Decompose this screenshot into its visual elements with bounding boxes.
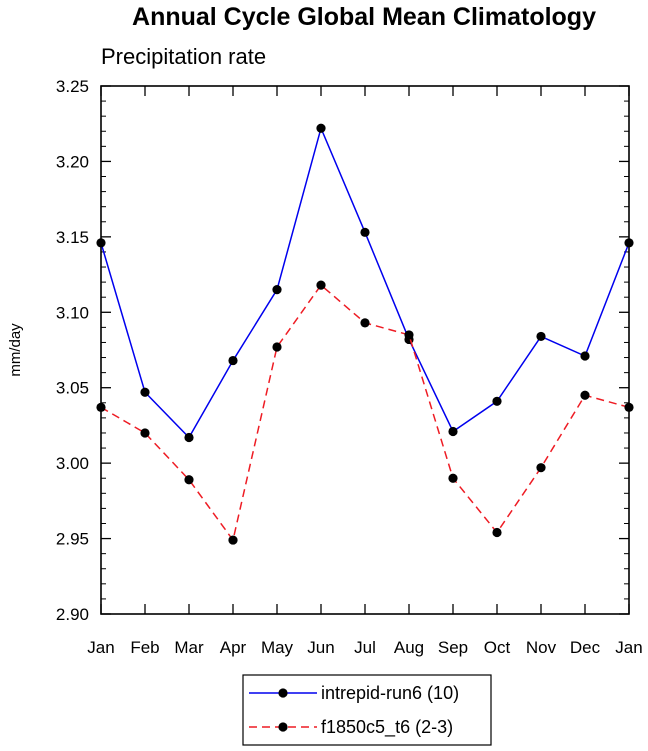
y-tick-label: 3.05 (56, 379, 89, 398)
series-2 (96, 280, 634, 545)
legend: intrepid-run6 (10) f1850c5_t6 (2-3) (242, 674, 492, 746)
data-point (448, 426, 458, 437)
x-tick-label: Apr (220, 638, 247, 657)
y-tick-label: 3.25 (56, 77, 89, 96)
data-point (184, 475, 194, 485)
x-tick-label: Feb (130, 638, 159, 657)
y-tick-label: 2.90 (56, 605, 89, 624)
data-point (140, 387, 150, 397)
data-point (272, 342, 282, 352)
x-tick-label: Jan (87, 638, 114, 657)
x-tick-label: Dec (570, 638, 601, 657)
x-tick-label: Aug (394, 638, 424, 657)
data-point (580, 351, 590, 361)
y-tick-label: 2.95 (56, 530, 89, 549)
x-tick-label: Jun (307, 638, 334, 657)
legend-label: intrepid-run6 (10) (321, 683, 459, 703)
chart-subtitle: Precipitation rate (101, 44, 266, 69)
plot-area (100, 85, 630, 615)
data-point (624, 402, 634, 412)
legend-marker (278, 688, 288, 698)
data-point (580, 390, 590, 400)
y-tick-label: 3.00 (56, 454, 89, 473)
legend-marker (278, 722, 288, 732)
x-tick-label: May (261, 638, 294, 657)
x-tick-label: Sep (438, 638, 468, 657)
data-point (492, 527, 502, 538)
data-point (140, 428, 150, 438)
data-point (228, 355, 238, 366)
axis-ticks: 2.90 2.95 3.00 3.05 3.10 3.15 3.20 3.25 Jan Feb Ma… (56, 77, 643, 657)
y-tick-label: 3.20 (56, 152, 89, 171)
data-point (96, 402, 106, 412)
chart-title: Annual Cycle Global Mean Climatology (132, 3, 596, 31)
y-axis-label: mm/day (7, 323, 24, 377)
data-point (404, 330, 414, 340)
legend-label: f1850c5_t6 (2-3) (321, 717, 453, 738)
data-point (536, 331, 546, 342)
data-point (448, 473, 458, 483)
data-point (96, 238, 106, 248)
series-1 (96, 123, 634, 443)
data-point (272, 285, 282, 295)
x-tick-label: Oct (484, 638, 511, 657)
data-point (184, 432, 194, 443)
data-point (492, 396, 502, 406)
plot-frame (100, 85, 630, 615)
data-point (360, 318, 370, 328)
x-tick-label: Jan (615, 638, 642, 657)
data-point (228, 535, 238, 545)
data-point (536, 463, 546, 473)
y-tick-label: 3.15 (56, 228, 89, 247)
x-tick-label: Nov (526, 638, 557, 657)
x-tick-label: Jul (354, 638, 376, 657)
x-tick-label: Mar (174, 638, 204, 657)
data-point (316, 280, 326, 290)
data-point (624, 238, 634, 248)
data-point (360, 227, 370, 237)
legend-box (242, 674, 492, 746)
data-point (316, 123, 326, 133)
y-tick-label: 3.10 (56, 303, 89, 322)
series-line (100, 125, 630, 439)
series-group (96, 123, 634, 545)
